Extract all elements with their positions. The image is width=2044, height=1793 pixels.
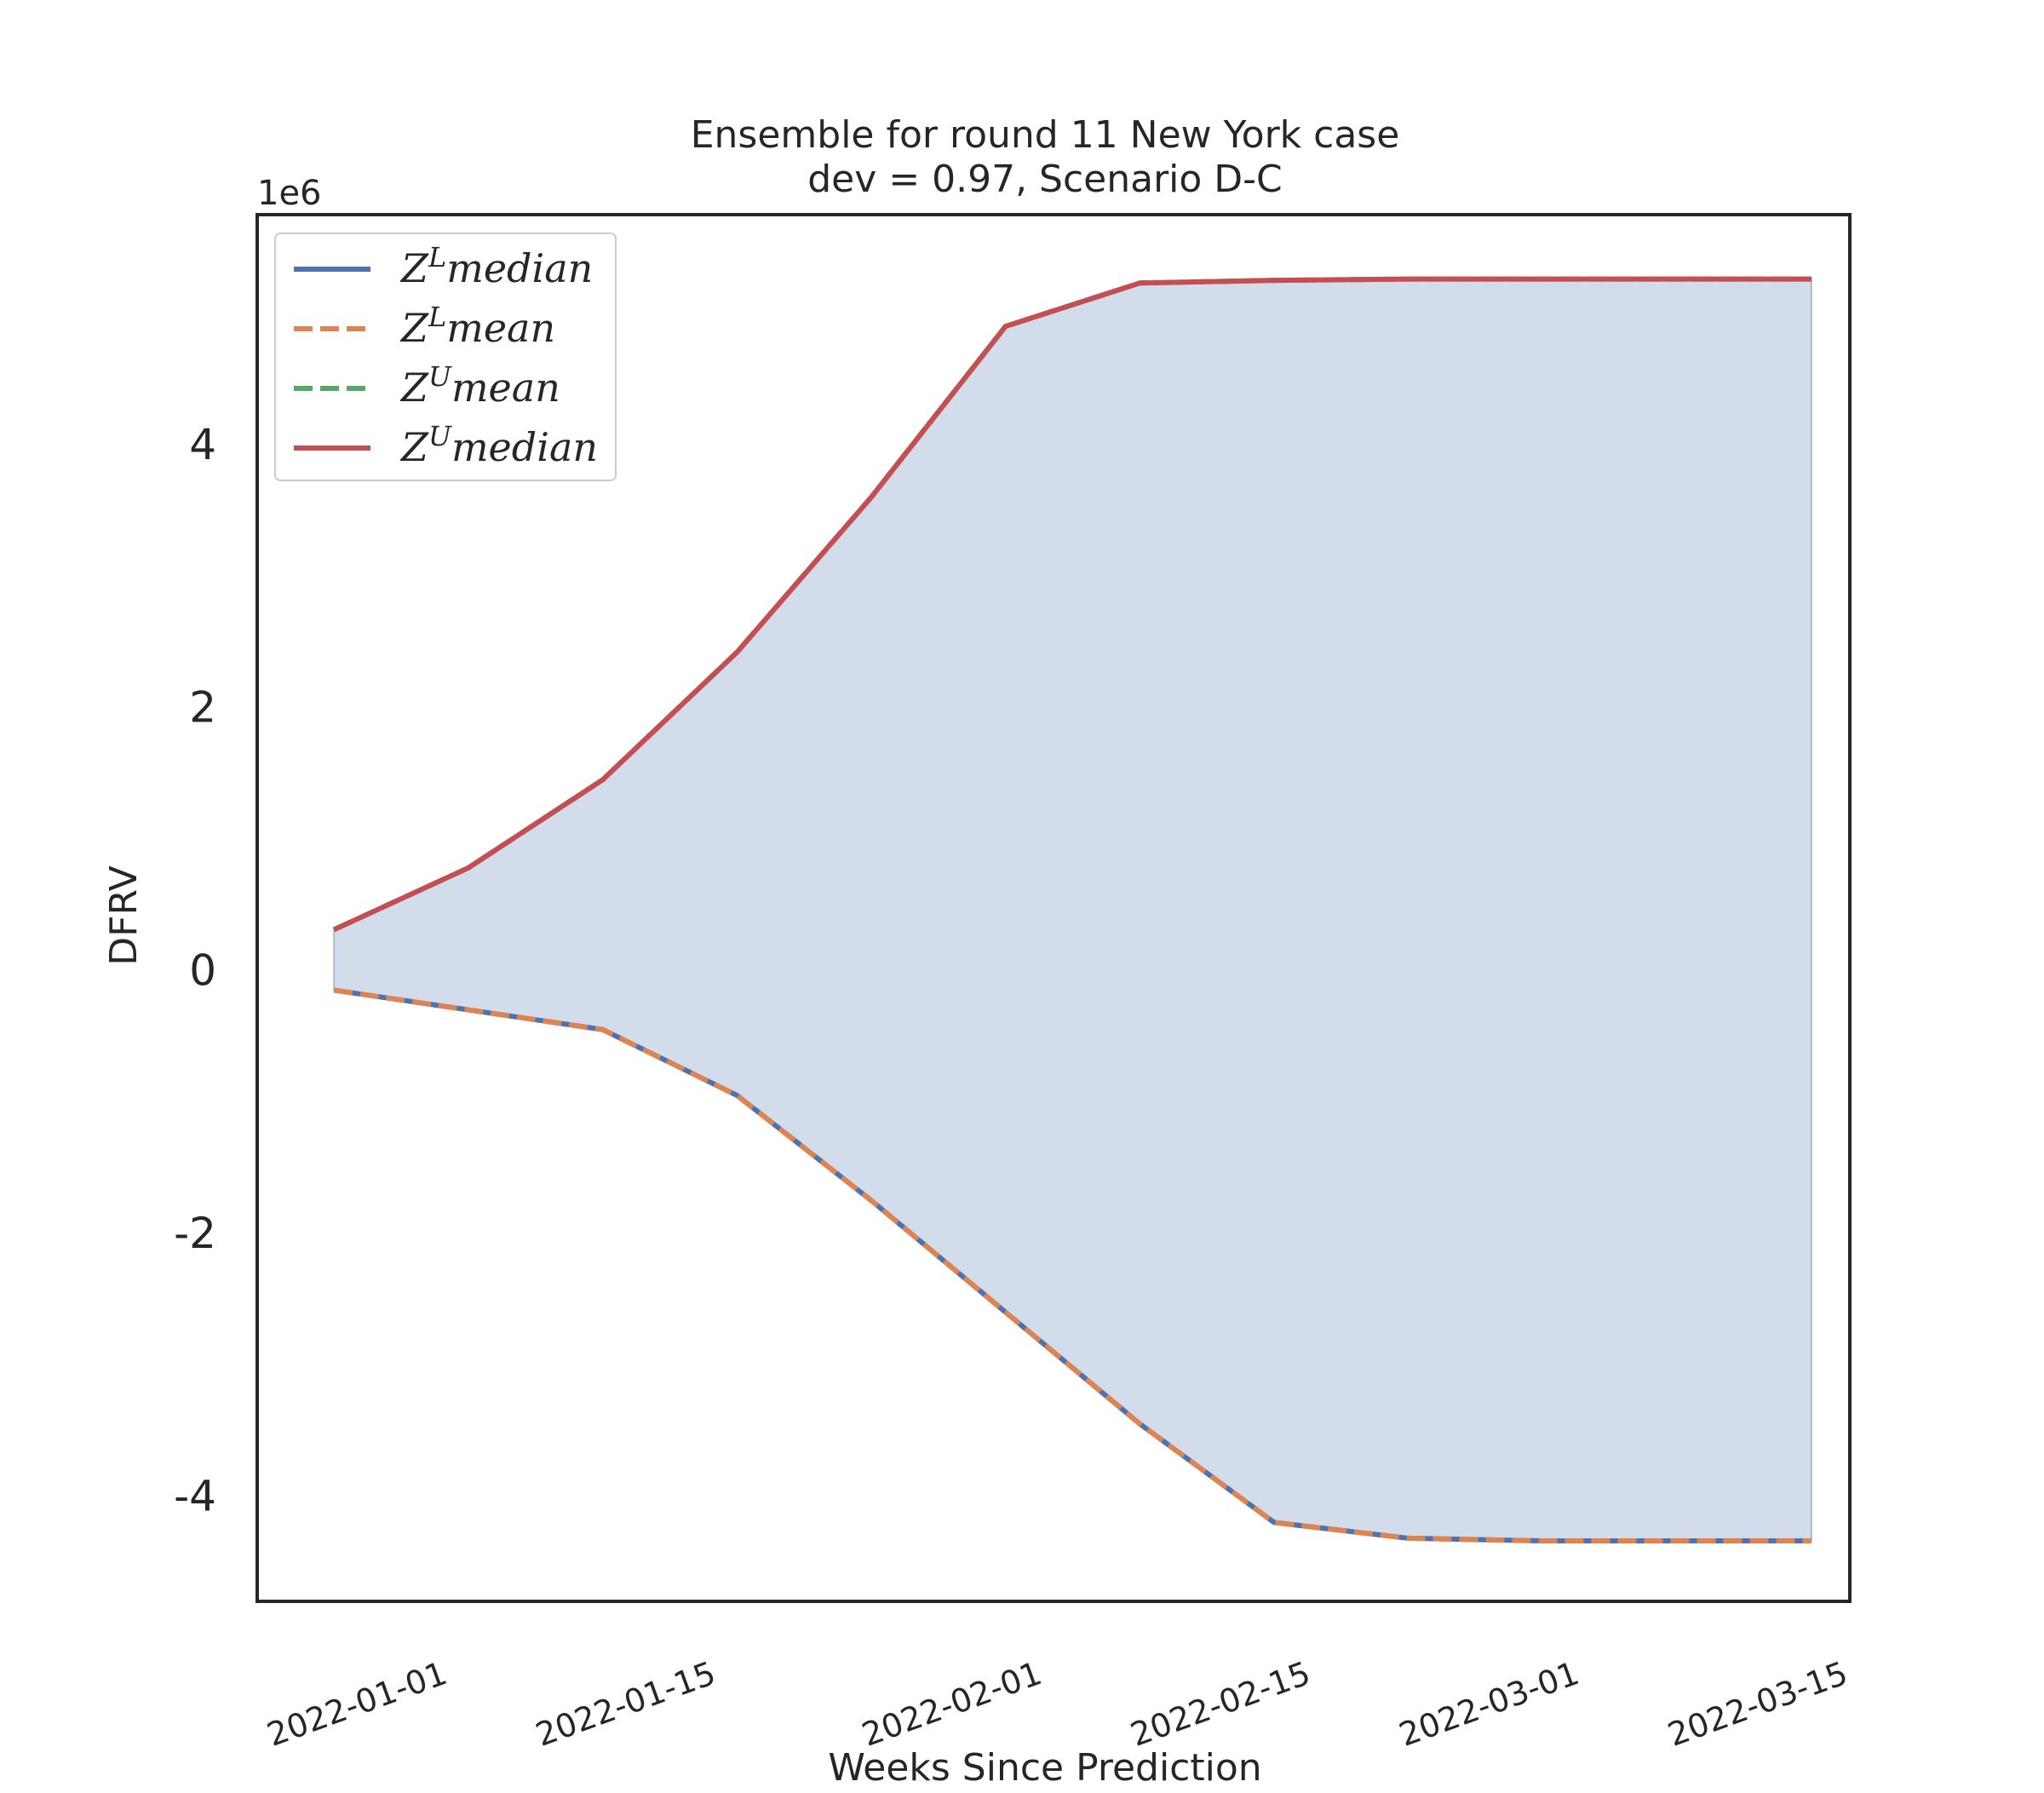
- x-tick-label: 2022-02-01: [857, 1654, 1047, 1754]
- legend: ZLmedian ZLmean ZUmean ZUmedian: [274, 233, 617, 481]
- x-tick-label: 2022-02-15: [1126, 1654, 1316, 1754]
- x-tick-label: 2022-03-15: [1663, 1654, 1853, 1754]
- x-axis-label: Weeks Since Prediction: [828, 1746, 1261, 1789]
- legend-box: [274, 233, 617, 481]
- chart-subtitle: dev = 0.97, Scenario D-C: [807, 158, 1283, 201]
- chart-title: Ensemble for round 11 New York case: [691, 113, 1400, 157]
- y-tick-label: -4: [174, 1472, 216, 1521]
- legend-label: ZLmedian: [399, 241, 593, 291]
- y-tick-label: -2: [174, 1209, 216, 1258]
- plot-area: [256, 213, 1852, 1603]
- x-tick-label: 2022-01-15: [531, 1654, 721, 1754]
- y-axis-label: DFRV: [102, 865, 146, 965]
- x-tick-label: 2022-03-01: [1394, 1654, 1584, 1754]
- series-line-mean-l: [333, 987, 1811, 1544]
- y-tick-label: 0: [189, 945, 216, 995]
- series-line-median-u: [332, 276, 1811, 933]
- y-tick-label: 2: [189, 683, 216, 733]
- legend-label: ZUmedian: [399, 420, 598, 470]
- y-tick-label: 4: [189, 420, 216, 469]
- legend-label: ZUmean: [399, 360, 560, 411]
- plot-frame: [256, 213, 1852, 1603]
- legend-label: ZLmean: [399, 301, 555, 351]
- y-offset-label: 1e6: [257, 174, 322, 213]
- x-tick-label: 2022-01-01: [262, 1654, 452, 1754]
